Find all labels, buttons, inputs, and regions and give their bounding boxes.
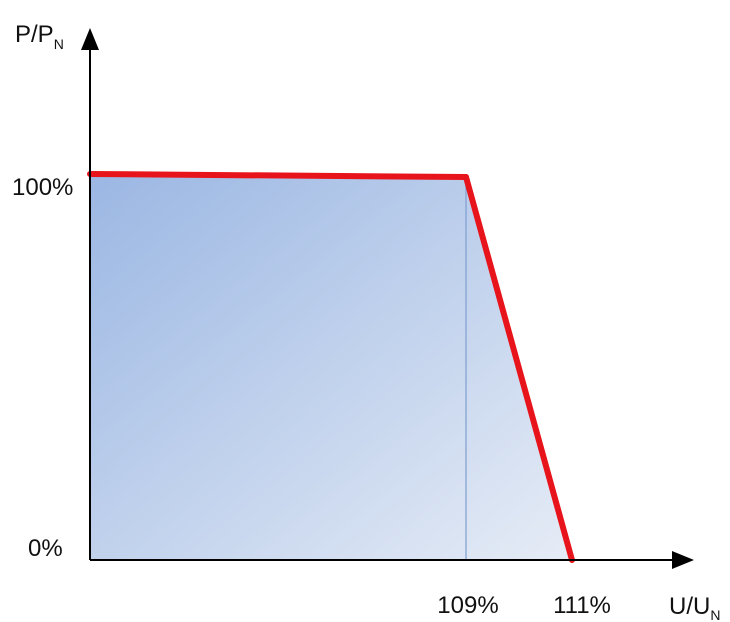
curve-segment-flat [87, 171, 469, 180]
operating-region-fill [90, 177, 572, 560]
x-tick-label-111: 111% [553, 592, 611, 619]
x-tick-label-109: 109% [437, 592, 498, 619]
x-axis-arrowhead [672, 551, 694, 569]
y-axis-title: P/PN [15, 21, 64, 52]
y-tick-label-0: 0% [28, 535, 63, 562]
curve-segment-ramp-down [463, 174, 575, 563]
y-tick-label-100: 100% [12, 174, 73, 201]
y-axis-arrowhead [81, 28, 99, 50]
x-axis-title: U/UN [669, 593, 720, 622]
